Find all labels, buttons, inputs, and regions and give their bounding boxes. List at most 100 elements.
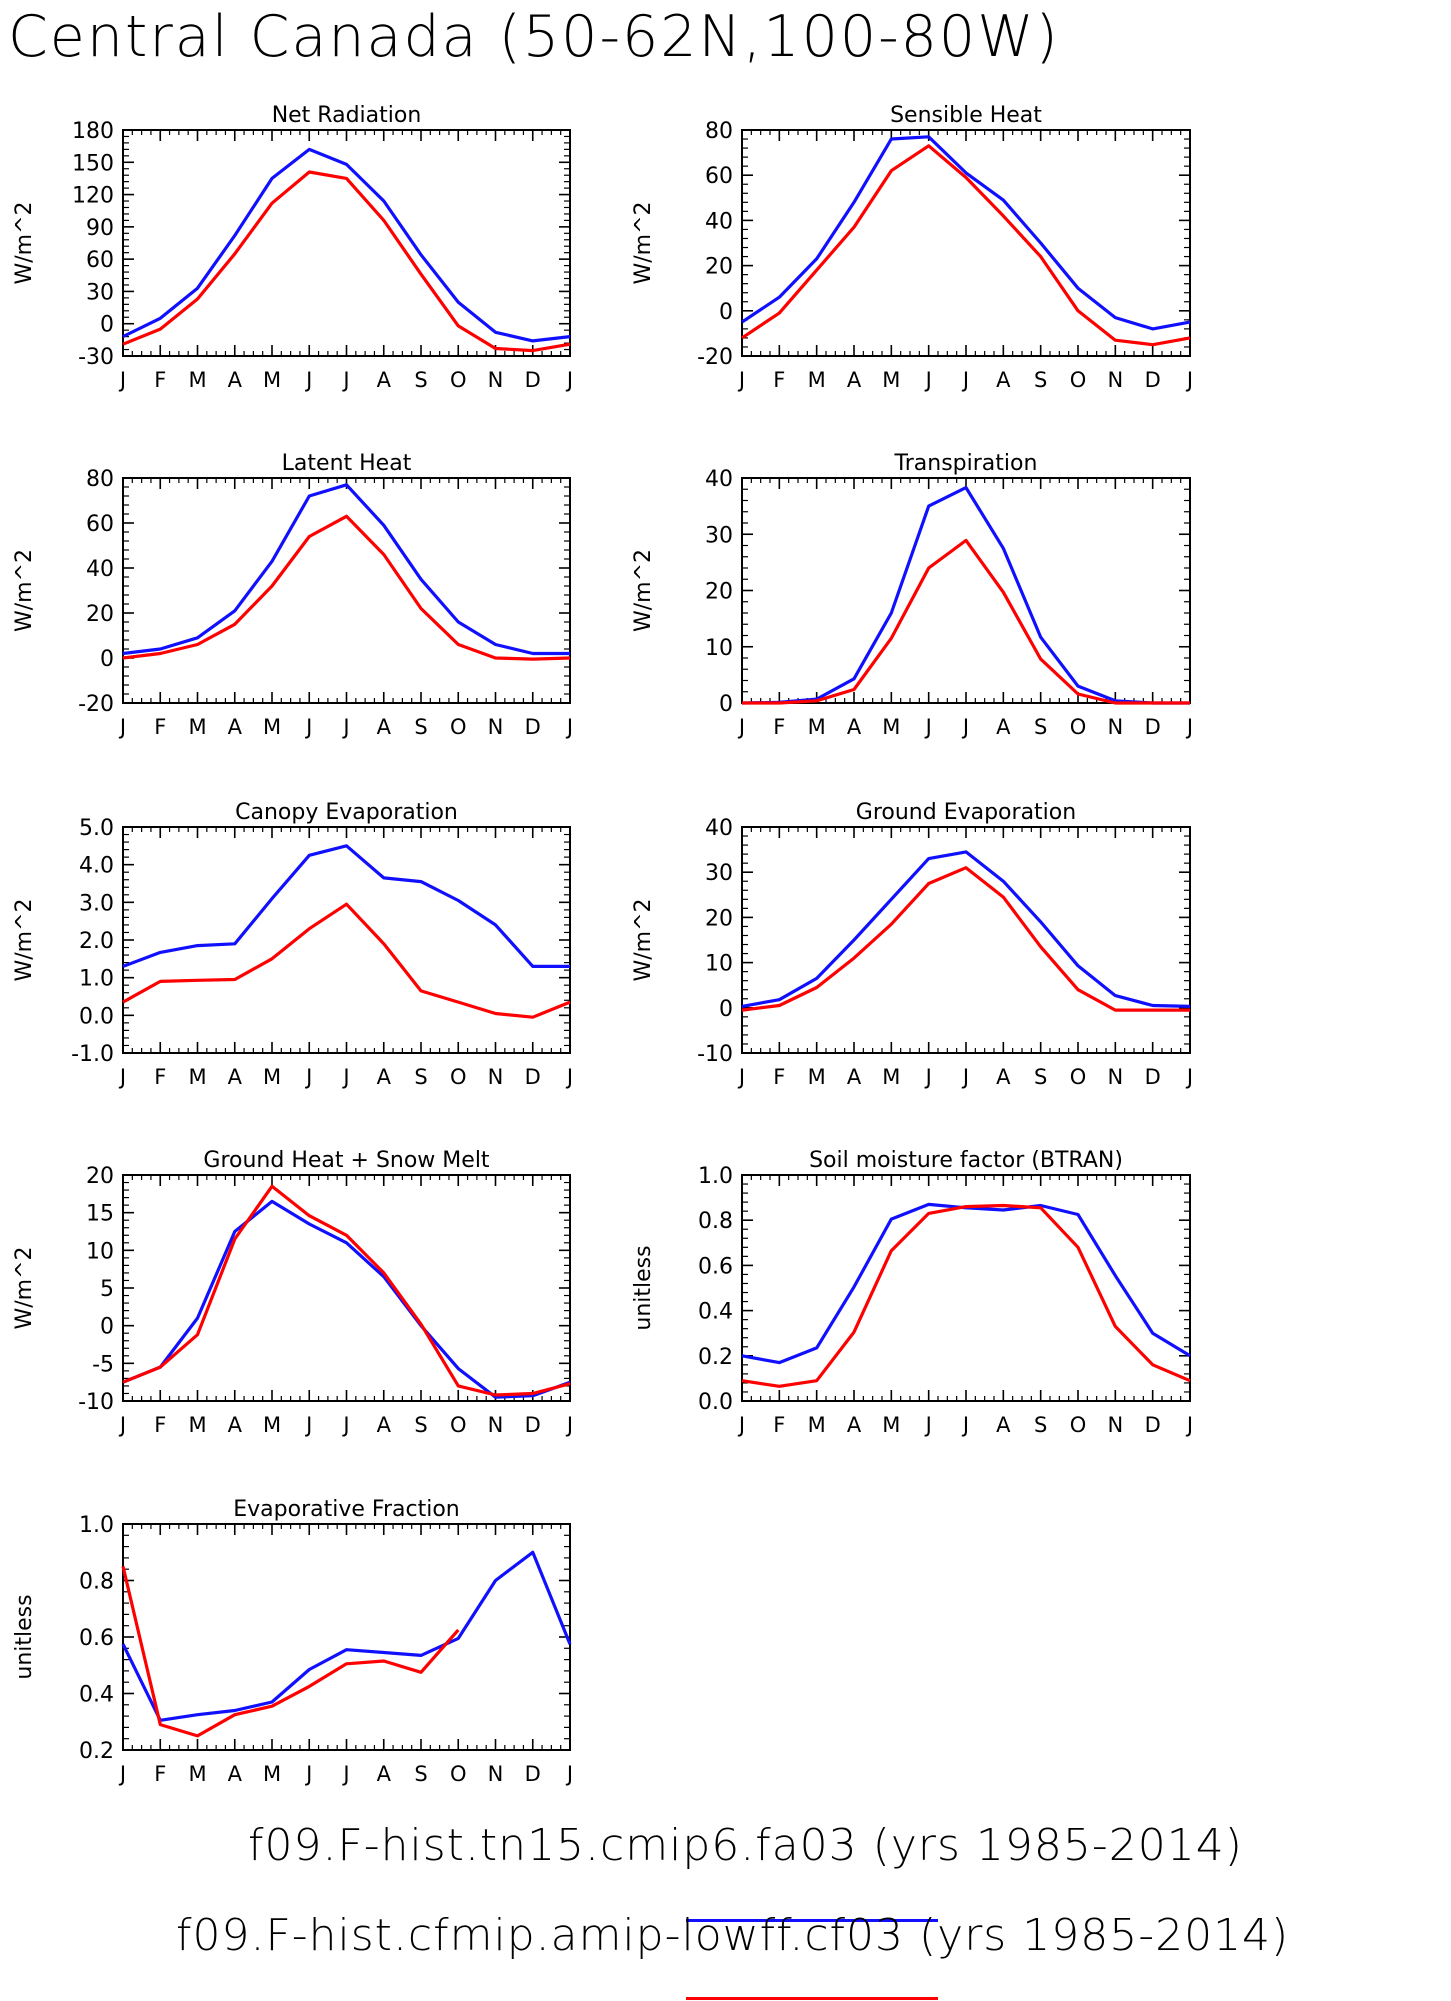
x-tick-label: F: [773, 715, 785, 739]
x-tick-label: N: [488, 1413, 504, 1437]
x-tick-label: O: [450, 1065, 467, 1089]
x-tick-label: A: [996, 715, 1011, 739]
series-line-red: [122, 902, 571, 1019]
x-tick-label: J: [341, 1413, 349, 1437]
y-tick-label: 60: [86, 512, 114, 537]
x-tick-label: O: [450, 1413, 467, 1437]
y-tick-label: 60: [86, 248, 114, 273]
x-tick-label: S: [414, 715, 427, 739]
x-tick-label: J: [118, 1762, 126, 1786]
y-tick-label: 40: [705, 816, 733, 841]
x-tick-label: N: [488, 368, 504, 392]
y-tick-label: 30: [705, 861, 733, 886]
x-tick-label: A: [377, 1413, 392, 1437]
x-tick-label: F: [773, 1065, 785, 1089]
x-tick-label: J: [341, 368, 349, 392]
x-tick-label: J: [924, 715, 932, 739]
y-tick-label: 150: [72, 151, 114, 176]
x-tick-label: A: [377, 368, 392, 392]
x-tick-label: J: [961, 368, 969, 392]
y-tick-label: -5: [92, 1352, 114, 1377]
series-line-blue: [741, 850, 1191, 1008]
x-tick-label: A: [228, 1065, 243, 1089]
x-tick-label: N: [488, 1762, 504, 1786]
series-line-red: [122, 1184, 571, 1397]
y-tick-label: 1.0: [79, 1513, 114, 1538]
x-tick-label: A: [228, 368, 243, 392]
x-tick-label: S: [414, 1413, 427, 1437]
y-tick-label: 1.0: [698, 1164, 733, 1189]
series-line-blue: [741, 135, 1191, 331]
y-axis-label: W/m^2: [12, 201, 37, 284]
x-tick-label: S: [414, 1065, 427, 1089]
series-line-red: [741, 866, 1190, 1012]
x-tick-label: J: [1185, 368, 1193, 392]
x-tick-label: O: [450, 368, 467, 392]
x-tick-label: A: [228, 1762, 243, 1786]
x-tick-label: J: [1185, 1065, 1193, 1089]
x-tick-label: J: [304, 1413, 312, 1437]
x-tick-label: N: [1107, 1065, 1123, 1089]
x-tick-label: O: [1070, 1413, 1087, 1437]
x-tick-label: S: [1034, 715, 1047, 739]
y-axis-label: unitless: [631, 1245, 656, 1330]
x-tick-label: F: [154, 1413, 166, 1437]
x-tick-label: A: [847, 715, 862, 739]
x-tick-label: J: [961, 1413, 969, 1437]
series-line-blue: [741, 486, 1190, 705]
chart-title: Canopy Evaporation: [235, 800, 458, 825]
chart-panel-9: J F M A M J J A S O N D J0.20.40.60.81.0Evaporative …: [12, 1497, 573, 1786]
series-line-blue: [121, 1550, 572, 1722]
plot-frame: [741, 477, 1191, 704]
x-tick-label: J: [304, 715, 312, 739]
y-tick-label: 20: [705, 255, 733, 280]
y-tick-label: 0: [100, 313, 114, 338]
y-tick-label: 1.0: [79, 967, 114, 992]
y-tick-label: -20: [78, 692, 114, 717]
x-tick-label: M: [188, 1762, 206, 1786]
x-tick-label: D: [525, 368, 541, 392]
x-tick-label: A: [847, 368, 862, 392]
plot-frame: [122, 1174, 571, 1402]
x-tick-label: J: [304, 368, 312, 392]
x-tick-label: O: [450, 715, 467, 739]
chart-title: Sensible Heat: [890, 103, 1042, 128]
y-tick-label: 0.2: [79, 1739, 114, 1764]
x-tick-label: J: [1185, 715, 1193, 739]
x-tick-label: J: [961, 1065, 969, 1089]
y-tick-label: 30: [705, 523, 733, 548]
x-tick-label: M: [882, 1413, 900, 1437]
y-tick-label: 10: [705, 952, 733, 977]
y-tick-label: 20: [705, 580, 733, 605]
y-tick-label: 0: [719, 997, 733, 1022]
x-tick-label: J: [341, 715, 349, 739]
y-tick-label: 0.4: [79, 1683, 114, 1708]
x-tick-label: N: [1107, 1413, 1123, 1437]
x-tick-label: D: [525, 1762, 541, 1786]
x-tick-label: D: [1145, 368, 1161, 392]
x-tick-label: A: [377, 1065, 392, 1089]
x-tick-label: J: [924, 1065, 932, 1089]
chart-title: Latent Heat: [282, 451, 412, 476]
x-tick-label: M: [263, 1413, 281, 1437]
x-tick-label: M: [188, 368, 206, 392]
x-tick-label: M: [882, 1065, 900, 1089]
x-tick-label: S: [414, 1762, 427, 1786]
x-tick-label: F: [773, 368, 785, 392]
y-axis-label: W/m^2: [631, 898, 656, 981]
y-tick-label: 40: [705, 209, 733, 234]
y-tick-label: 5.0: [79, 816, 114, 841]
y-tick-label: 40: [86, 557, 114, 582]
x-tick-label: A: [996, 1413, 1011, 1437]
x-tick-label: J: [341, 1065, 349, 1089]
y-tick-label: 15: [86, 1202, 114, 1227]
x-tick-label: S: [1034, 1065, 1047, 1089]
y-tick-label: 20: [705, 906, 733, 931]
x-tick-label: A: [996, 1065, 1011, 1089]
x-tick-label: F: [154, 1762, 166, 1786]
